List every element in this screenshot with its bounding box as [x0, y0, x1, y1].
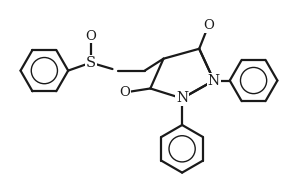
Text: O: O — [119, 86, 130, 99]
Text: O: O — [203, 19, 214, 32]
Text: O: O — [85, 30, 96, 43]
Text: S: S — [86, 56, 96, 70]
Text: N: N — [176, 91, 188, 105]
Text: N: N — [208, 74, 220, 88]
